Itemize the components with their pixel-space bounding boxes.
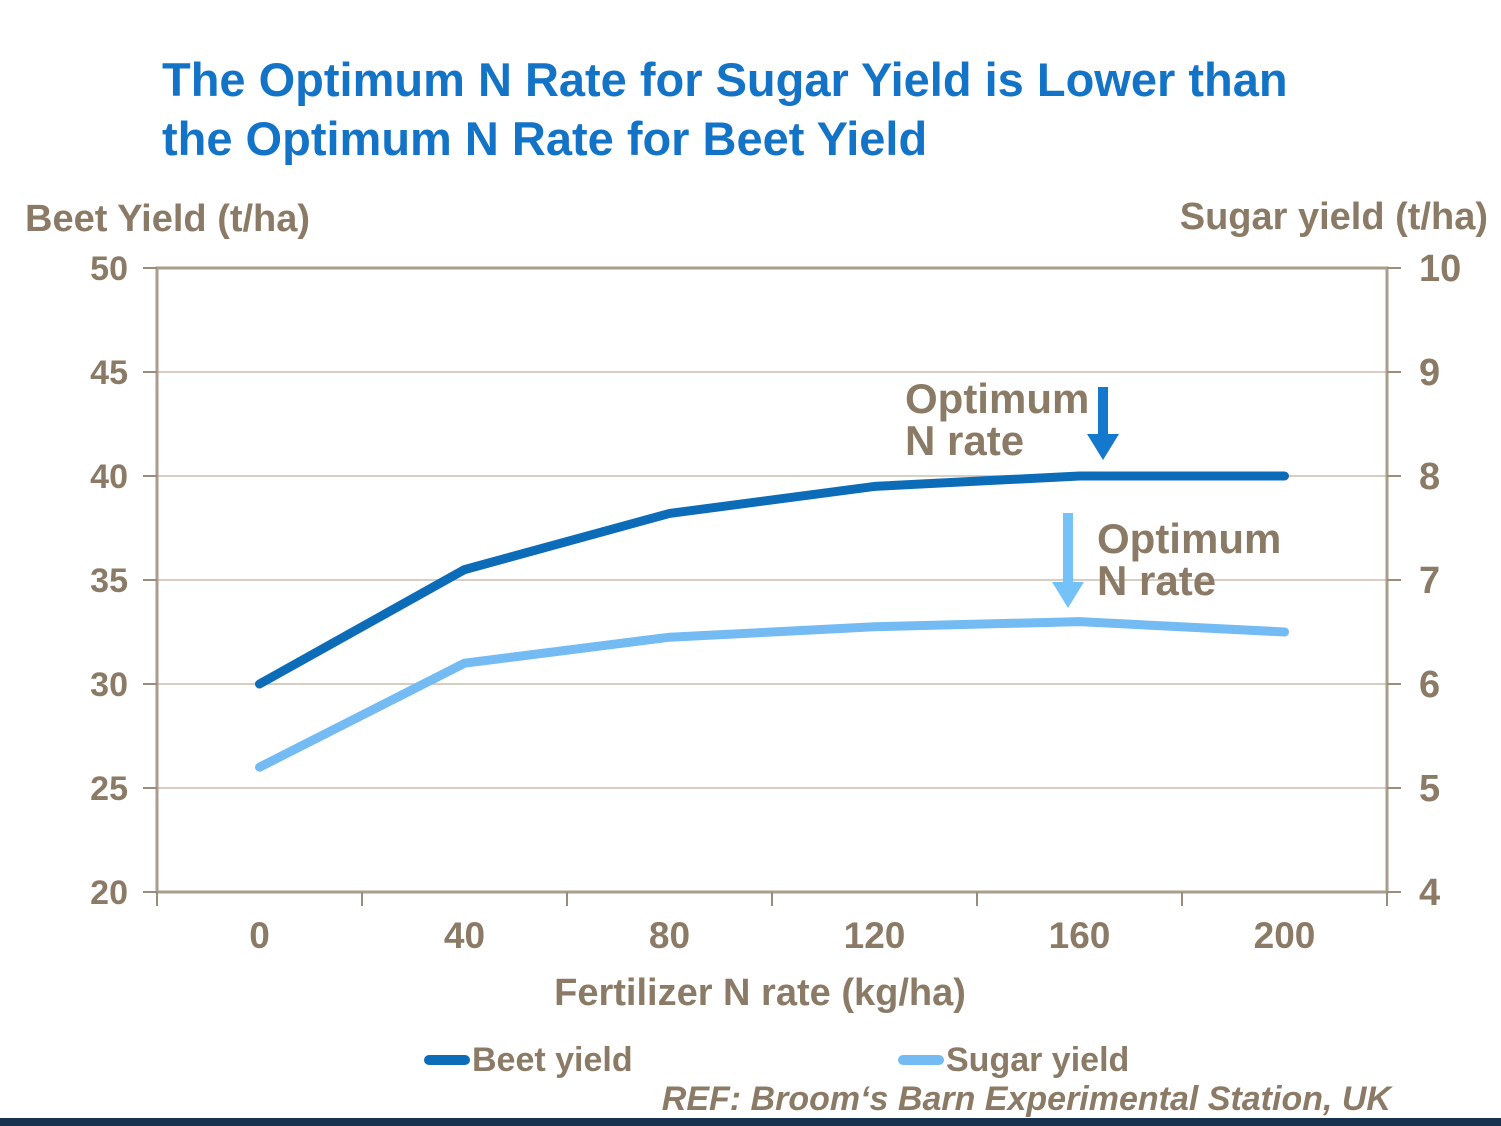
right-tick-label: 8 — [1419, 456, 1440, 498]
sugar-yield-legend-label: Sugar yield — [946, 1040, 1130, 1079]
chart-title-line-1: The Optimum N Rate for Sugar Yield is Lo… — [162, 53, 1288, 106]
left-tick-label: 25 — [90, 770, 128, 808]
beet-optimum-n-rate-arrow-head — [1087, 434, 1119, 460]
left-tick-label: 35 — [90, 562, 128, 600]
left-tick-label: 45 — [90, 354, 128, 392]
left-tick-label: 20 — [90, 874, 128, 912]
legend-item-beet-yield: Beet yield — [424, 1040, 633, 1080]
legend-item-sugar-yield: Sugar yield — [898, 1040, 1129, 1080]
sugar-yield-legend-swatch — [898, 1055, 944, 1065]
sugar-optimum-n-rate-label-line-2: N rate — [1097, 557, 1216, 604]
sugar-optimum-n-rate-arrow-head — [1052, 582, 1084, 608]
beet-optimum-n-rate-label-line-2: N rate — [905, 417, 1024, 464]
chart-title: The Optimum N Rate for Sugar Yield is Lo… — [162, 50, 1462, 168]
x-tick-label: 200 — [1254, 915, 1316, 956]
right-tick-label: 9 — [1419, 352, 1440, 394]
sugar-yield-line — [255, 617, 1289, 772]
left-axis-title: Beet Yield (t/ha) — [25, 198, 311, 240]
reference-text: REF: Broom‘s Barn Experimental Station, … — [661, 1080, 1391, 1118]
beet-yield-legend-swatch — [424, 1055, 470, 1065]
x-tick-label: 40 — [444, 915, 485, 956]
x-tick-label: 120 — [844, 915, 906, 956]
chart-title-line-2: the Optimum N Rate for Beet Yield — [162, 112, 928, 165]
right-axis-title: Sugar yield (t/ha) — [1179, 196, 1488, 238]
footer-accent-bar — [0, 1118, 1501, 1126]
left-tick-label: 40 — [90, 458, 128, 496]
sugar-optimum-n-rate-label-line-1: Optimum — [1097, 515, 1281, 562]
x-axis-title: Fertilizer N rate (kg/ha) — [554, 972, 966, 1014]
left-tick-label: 50 — [90, 250, 128, 288]
x-tick-label: 0 — [249, 915, 270, 956]
right-tick-label: 6 — [1419, 664, 1440, 706]
right-tick-label: 7 — [1419, 560, 1440, 602]
beet-optimum-n-rate-label-line-1: Optimum — [905, 375, 1089, 422]
beet-yield-legend-label: Beet yield — [472, 1040, 633, 1079]
right-tick-label: 4 — [1419, 872, 1440, 914]
right-tick-label: 5 — [1419, 768, 1440, 810]
beet-yield-line — [255, 471, 1289, 689]
x-tick-label: 160 — [1049, 915, 1111, 956]
right-tick-label: 10 — [1419, 248, 1461, 290]
x-tick-label: 80 — [649, 915, 690, 956]
left-tick-label: 30 — [90, 666, 128, 704]
